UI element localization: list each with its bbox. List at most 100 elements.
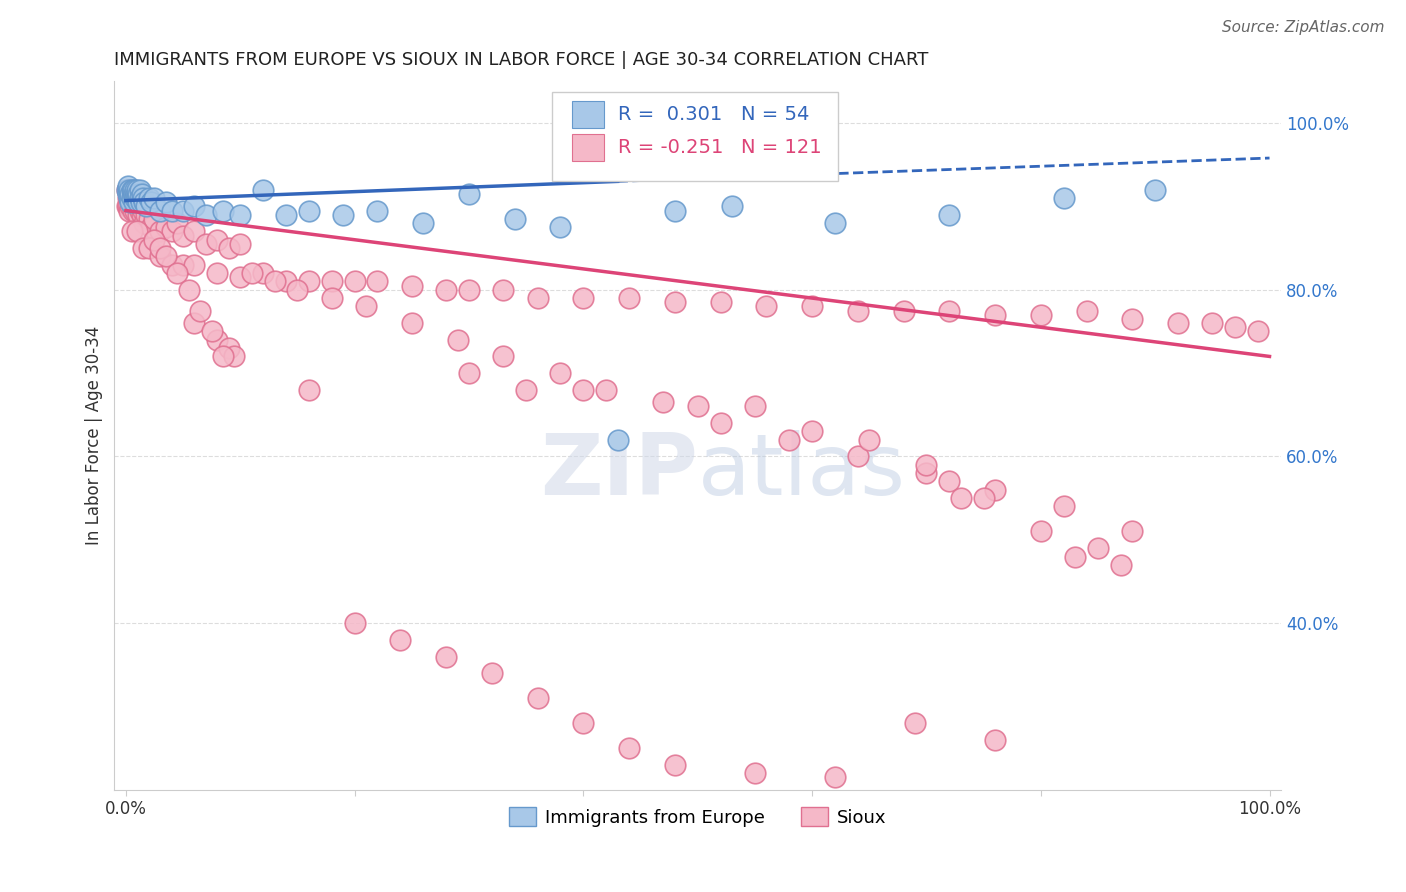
Point bbox=[149, 241, 172, 255]
Point bbox=[973, 491, 995, 505]
Point bbox=[274, 208, 297, 222]
Point bbox=[183, 199, 205, 213]
Point bbox=[458, 283, 481, 297]
Point bbox=[127, 191, 149, 205]
Point bbox=[117, 186, 139, 201]
Point bbox=[122, 191, 145, 205]
Point bbox=[121, 199, 143, 213]
Point bbox=[132, 241, 155, 255]
Point bbox=[343, 274, 366, 288]
Point bbox=[389, 632, 412, 647]
Point bbox=[492, 350, 515, 364]
Point bbox=[1087, 541, 1109, 556]
Point bbox=[949, 491, 972, 505]
Point bbox=[526, 691, 548, 706]
Point bbox=[121, 224, 143, 238]
Legend: Immigrants from Europe, Sioux: Immigrants from Europe, Sioux bbox=[502, 800, 894, 834]
Point bbox=[120, 191, 142, 205]
Point bbox=[122, 195, 145, 210]
Point bbox=[118, 191, 141, 205]
Text: R =  0.301: R = 0.301 bbox=[619, 105, 723, 124]
Point bbox=[160, 224, 183, 238]
Point bbox=[1225, 320, 1247, 334]
Text: IMMIGRANTS FROM EUROPE VS SIOUX IN LABOR FORCE | AGE 30-34 CORRELATION CHART: IMMIGRANTS FROM EUROPE VS SIOUX IN LABOR… bbox=[114, 51, 929, 69]
Point bbox=[481, 666, 503, 681]
Point bbox=[915, 466, 938, 480]
Point bbox=[412, 216, 434, 230]
Point bbox=[135, 199, 157, 213]
Point bbox=[938, 303, 960, 318]
Point bbox=[354, 300, 377, 314]
Point bbox=[143, 233, 166, 247]
Point bbox=[127, 183, 149, 197]
Point bbox=[172, 228, 194, 243]
Point bbox=[434, 283, 457, 297]
Point bbox=[177, 283, 200, 297]
Point bbox=[124, 191, 146, 205]
Point bbox=[127, 208, 149, 222]
Point bbox=[125, 191, 148, 205]
Point bbox=[492, 283, 515, 297]
Point bbox=[778, 433, 800, 447]
Point bbox=[121, 186, 143, 201]
Point bbox=[343, 616, 366, 631]
Point bbox=[118, 183, 141, 197]
Point bbox=[298, 203, 321, 218]
Point bbox=[121, 203, 143, 218]
Point bbox=[1167, 316, 1189, 330]
Point bbox=[686, 400, 709, 414]
Point bbox=[1247, 325, 1270, 339]
Point bbox=[131, 208, 153, 222]
Point bbox=[207, 333, 229, 347]
Point bbox=[127, 195, 149, 210]
Point bbox=[128, 191, 150, 205]
Point bbox=[801, 425, 824, 439]
Point bbox=[1144, 183, 1167, 197]
Point bbox=[127, 199, 149, 213]
Y-axis label: In Labor Force | Age 30-34: In Labor Force | Age 30-34 bbox=[86, 326, 103, 545]
Point bbox=[664, 203, 686, 218]
Point bbox=[127, 186, 149, 201]
Point bbox=[122, 183, 145, 197]
Point bbox=[287, 283, 309, 297]
Point bbox=[458, 366, 481, 380]
Text: N = 54: N = 54 bbox=[741, 105, 810, 124]
Point bbox=[115, 183, 138, 197]
Point bbox=[166, 216, 188, 230]
Point bbox=[183, 258, 205, 272]
Point bbox=[858, 433, 880, 447]
Point bbox=[1053, 500, 1076, 514]
Point bbox=[984, 308, 1007, 322]
Point bbox=[572, 716, 595, 731]
Point bbox=[124, 203, 146, 218]
Point bbox=[664, 758, 686, 772]
Point bbox=[143, 211, 166, 226]
FancyBboxPatch shape bbox=[572, 134, 605, 161]
Point bbox=[938, 208, 960, 222]
Point bbox=[1076, 303, 1098, 318]
Point bbox=[118, 186, 141, 201]
Point bbox=[125, 186, 148, 201]
Point bbox=[401, 316, 423, 330]
FancyBboxPatch shape bbox=[572, 101, 605, 128]
Point bbox=[721, 199, 744, 213]
Point bbox=[117, 191, 139, 205]
Point bbox=[229, 270, 252, 285]
Text: atlas: atlas bbox=[697, 430, 905, 513]
Text: R = -0.251: R = -0.251 bbox=[619, 137, 724, 157]
Point bbox=[1121, 312, 1143, 326]
Point bbox=[201, 325, 224, 339]
Point bbox=[846, 303, 869, 318]
Point bbox=[984, 732, 1007, 747]
Point bbox=[298, 274, 321, 288]
Point bbox=[240, 266, 263, 280]
Point bbox=[160, 258, 183, 272]
Point bbox=[120, 195, 142, 210]
Point bbox=[149, 203, 172, 218]
Point bbox=[212, 203, 235, 218]
Point bbox=[207, 233, 229, 247]
Point bbox=[321, 274, 343, 288]
Point bbox=[121, 183, 143, 197]
Point bbox=[218, 341, 240, 355]
Point bbox=[138, 191, 160, 205]
